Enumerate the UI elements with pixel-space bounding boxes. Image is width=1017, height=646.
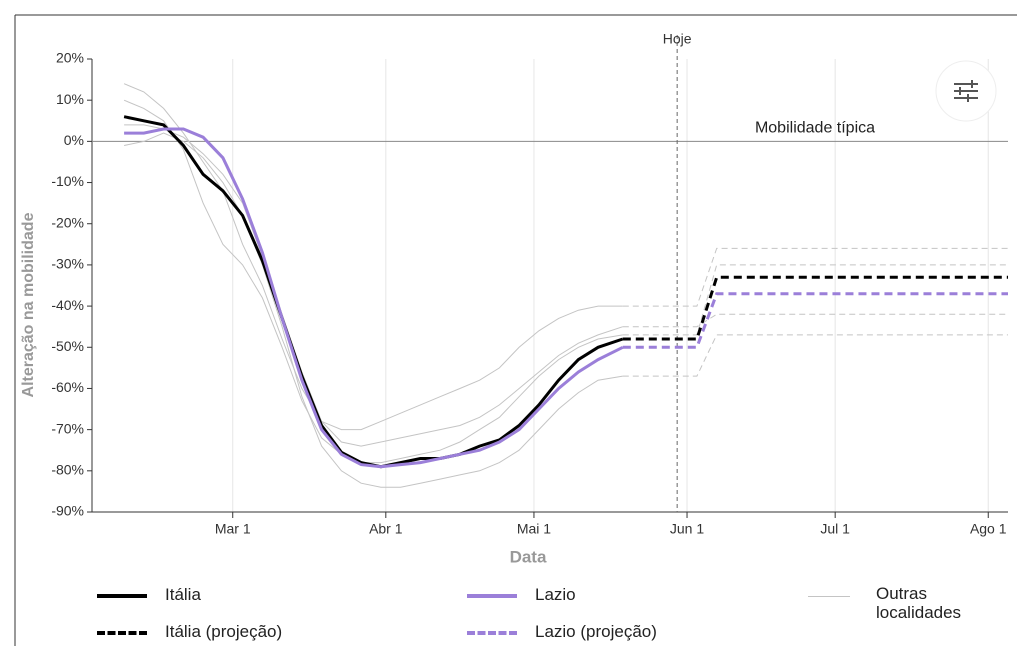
series-line [124, 127, 624, 469]
legend-swatch [467, 631, 517, 635]
plot-area: Mar 1 Abr 1 Mai 1 Jun 1 Jul 1 Ago 1 -90% -80% -7… [51, 31, 1008, 537]
legend-label: Itália [165, 585, 201, 604]
other-line [123, 132, 623, 488]
y-tick-label: -90% [51, 503, 84, 519]
settings-icon[interactable] [954, 80, 978, 102]
settings-button[interactable] [935, 60, 997, 122]
other-line [123, 99, 623, 464]
y-tick-label: -80% [51, 462, 84, 478]
other-line [123, 83, 623, 431]
y-tick-label: 20% [56, 50, 84, 66]
legend-swatch [97, 631, 147, 635]
y-tick-label: -40% [51, 297, 84, 313]
x-tick-label: Jul 1 [820, 521, 850, 537]
y-tick-label: -10% [51, 173, 84, 189]
y-tick-label: 10% [56, 91, 84, 107]
other-projection-line [622, 247, 1008, 307]
series-line [622, 275, 1008, 341]
other-line [124, 124, 623, 447]
other-projection-line [622, 313, 1008, 328]
y-tick-label: -70% [51, 420, 84, 436]
y-tick-label: -30% [51, 256, 84, 272]
legend-swatch [808, 596, 850, 597]
legend-label: Outras localidades [876, 584, 962, 622]
legend-swatch [467, 594, 517, 598]
y-tick-label: -50% [51, 338, 84, 354]
reference-label: Mobilidade típica [755, 120, 875, 137]
other-projection-line [622, 264, 1008, 336]
legend-label: Lazio (projeção) [535, 622, 657, 641]
y-tick-label: -60% [51, 379, 84, 395]
other-projection-line [622, 334, 1008, 377]
x-tick-label: Abr 1 [369, 521, 403, 537]
series-line [123, 115, 624, 469]
legend-label: Itália (projeção) [165, 622, 283, 641]
legend-label: Lazio [535, 585, 576, 604]
y-tick-label: -20% [51, 214, 84, 230]
x-tick-label: Jun 1 [670, 521, 704, 537]
y-axis-title: Alteração na mobilidade [20, 212, 37, 397]
legend-swatch [97, 594, 147, 598]
x-tick-label: Ago 1 [970, 521, 1007, 537]
x-axis-title: Data [510, 547, 547, 566]
y-tick-label: 0% [64, 132, 84, 148]
x-tick-label: Mar 1 [215, 521, 251, 537]
series-line [622, 292, 1008, 349]
x-tick-label: Mai 1 [517, 521, 551, 537]
today-label: Hoje [663, 31, 692, 47]
